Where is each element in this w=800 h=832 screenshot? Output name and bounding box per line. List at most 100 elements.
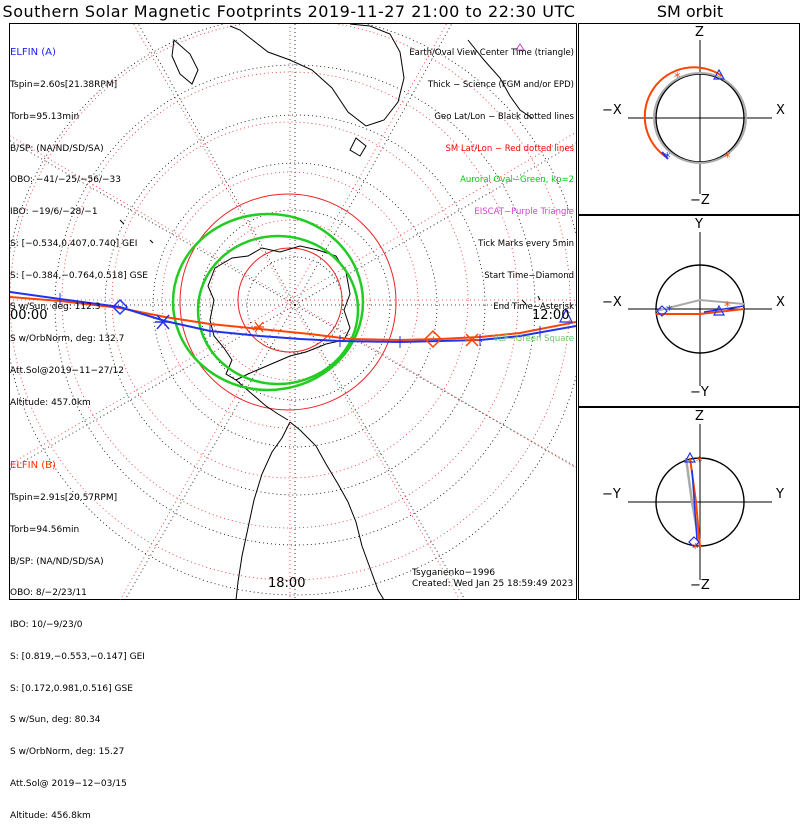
elfin-a-start-diamond	[111, 298, 129, 316]
new-zealand-coast	[171, 39, 199, 85]
orbit1-asterisk-a: *	[664, 151, 671, 166]
orbit2-label-bottom: −Y	[690, 385, 709, 400]
africa-coast	[467, 39, 533, 119]
orbit2-a-orbit	[656, 308, 745, 315]
elfin-b-line: S w/OrbNorm, deg: 15.27	[10, 747, 125, 758]
orbit3-label-top: Z	[695, 409, 704, 424]
elfin-b-line: S: [0.172,0.981,0.516] GSE	[10, 683, 133, 694]
orbit-xz-frame	[578, 23, 800, 215]
coastlines	[119, 24, 541, 600]
page-title: Southern Solar Magnetic Footprints 2019-…	[2, 2, 576, 21]
elfin-a-line: Tspin=2.60s[21.38RPM]	[10, 79, 118, 90]
orbit3-b-orbit	[684, 457, 702, 548]
elfin-b-line: Att.Sol@ 2019−12−03/15	[10, 779, 127, 789]
orbit3-label-left: −Y	[602, 487, 621, 502]
sm-lat-ring	[179, 193, 397, 411]
legend-item: Earth/Oval View Center Time (triangle)	[409, 48, 574, 59]
orbit1-a-segment	[661, 151, 669, 160]
orbit1-triangle	[712, 68, 726, 80]
map-label-right: 12:00	[532, 308, 570, 323]
map-label-bottom: 18:00	[268, 576, 306, 591]
orbit3-label-right: Y	[776, 487, 784, 502]
elfin-b-line: Torb=94.56min	[10, 524, 80, 535]
credit-created: Created: Wed Jan 25 18:59:49 2023	[412, 579, 574, 589]
elfin-b-asterisk-small	[254, 321, 264, 333]
sm-pole-ring	[237, 247, 343, 353]
orbit3-asterisk-a: *	[692, 542, 699, 557]
orbit3-diamond	[688, 536, 700, 548]
orbit2-label-top: Y	[695, 217, 703, 232]
orbit2-triangle	[712, 304, 726, 316]
elfin-a-line: S w/Sun, deg: 112.3	[10, 302, 101, 313]
orbit2-b-orbit	[655, 298, 745, 312]
orbit3-a-segment	[691, 469, 698, 541]
elfin-a-name: ELFIN (A)	[10, 47, 56, 59]
legend-item: Auroral Oval−Green, kp=2	[460, 175, 574, 186]
elfin-a-line: Torb=95.13min	[10, 111, 80, 122]
elfin-a-line: S w/OrbNorm, deg: 132.7	[10, 334, 125, 345]
orbit-xy-frame	[578, 215, 800, 407]
orbit2-asterisk-a: *	[666, 304, 673, 319]
legend-item: SM Lat/Lon − Red dotted lines	[445, 143, 574, 154]
antarctica-coast	[207, 245, 351, 381]
map-label-left: 00:00	[10, 308, 48, 323]
orbit1-a-orbit	[643, 66, 723, 158]
elfin-b-info: ELFIN (B) Tspin=2.91s[20.57RPM] Torb=94.…	[10, 440, 145, 832]
legend-item: End Time−Asterisk	[493, 302, 574, 313]
elfin-b-name: ELFIN (B)	[10, 460, 56, 472]
elfin-a-line: S: [−0.384,−0.764,0.518] GSE	[10, 270, 148, 281]
elfin-a-line: IBO: −19/6/−28/−1	[10, 207, 98, 218]
tasmania-coast	[349, 137, 367, 157]
orbit2-label-left: −X	[602, 295, 622, 310]
elfin-a-line: OBO: −41/−25/−56/−33	[10, 175, 121, 186]
orbit-panel-title: SM orbit	[656, 2, 724, 21]
orbit1-label-bottom: −Z	[690, 193, 710, 208]
orbit2-diamond	[656, 305, 668, 317]
orbit1-asterisk-b: *	[724, 151, 731, 166]
elfin-b-line: S: [0.819,−0.553,−0.147] GEI	[10, 651, 145, 662]
sm-grid	[10, 24, 576, 600]
orbit1-b-orbit	[653, 72, 747, 164]
orbit1-asterisk-c: *	[674, 71, 681, 86]
indian-ocean-islands	[119, 219, 541, 305]
antarctic-peninsula	[235, 379, 289, 421]
elfin-b-end-asterisk	[465, 333, 479, 347]
orbit3-label-bottom: −Z	[690, 578, 710, 593]
elfin-b-line: Altitude: 456.8km	[10, 810, 91, 821]
eiscat-triangle	[515, 43, 525, 51]
orbit2-asterisk-b: *	[724, 300, 731, 315]
legend-item: EISCAT−Purple Triangle	[474, 207, 574, 218]
elfin-b-start-diamond	[423, 329, 443, 349]
elfin-b-line: S w/Sun, deg: 80.34	[10, 715, 101, 726]
view-center-triangle	[559, 308, 573, 323]
orbit2-a-segment	[703, 305, 745, 313]
elfin-b-line: B/SP: (NA/ND/SD/SA)	[10, 556, 104, 567]
track-ticks	[59, 293, 541, 348]
elfin-a-end-asterisk	[155, 314, 171, 330]
orbit3-triangle	[683, 451, 697, 463]
orbit1-label-left: −X	[602, 103, 622, 118]
elfin-a-line: Altitude: 457.0km	[10, 397, 91, 408]
legend-item: VLF−Green Square	[493, 334, 574, 345]
legend-item: Geo Lat/Lon − Black dotted lines	[434, 111, 574, 122]
elfin-a-line: Att.Sol@2019−11−27/12	[10, 366, 125, 376]
legend-item: Start Time−Diamond	[484, 270, 574, 281]
legend-item: Tick Marks every 5min	[478, 238, 574, 249]
orbit2-label-right: X	[776, 295, 785, 310]
credit-author: Tsyganenko−1996	[412, 568, 496, 578]
elfin-a-line: S: [−0.534,0.407,0.740] GEI	[10, 238, 138, 249]
elfin-a-info: ELFIN (A) Tspin=2.60s[21.38RPM] Torb=95.…	[10, 27, 148, 419]
south-america-coast	[235, 421, 385, 600]
orbit1-label-top: Z	[695, 25, 704, 40]
legend-item: Thick − Science (FGM and/or EPD)	[427, 79, 574, 90]
elfin-b-line: Tspin=2.91s[20.57RPM]	[10, 492, 118, 503]
orbit3-asterisk-b: *	[696, 455, 703, 470]
elfin-a-line: B/SP: (NA/ND/SD/SA)	[10, 143, 104, 154]
orbit1-label-right: X	[776, 103, 785, 118]
auroral-ovals	[171, 212, 365, 392]
orbit-yz-frame	[578, 407, 800, 600]
elfin-b-line: OBO: 8/−2/23/11	[10, 588, 87, 599]
elfin-b-line: IBO: 10/−9/23/0	[10, 620, 83, 631]
legend: Earth/Oval View Center Time (triangle) T…	[409, 27, 574, 355]
australia-coast	[229, 24, 405, 127]
